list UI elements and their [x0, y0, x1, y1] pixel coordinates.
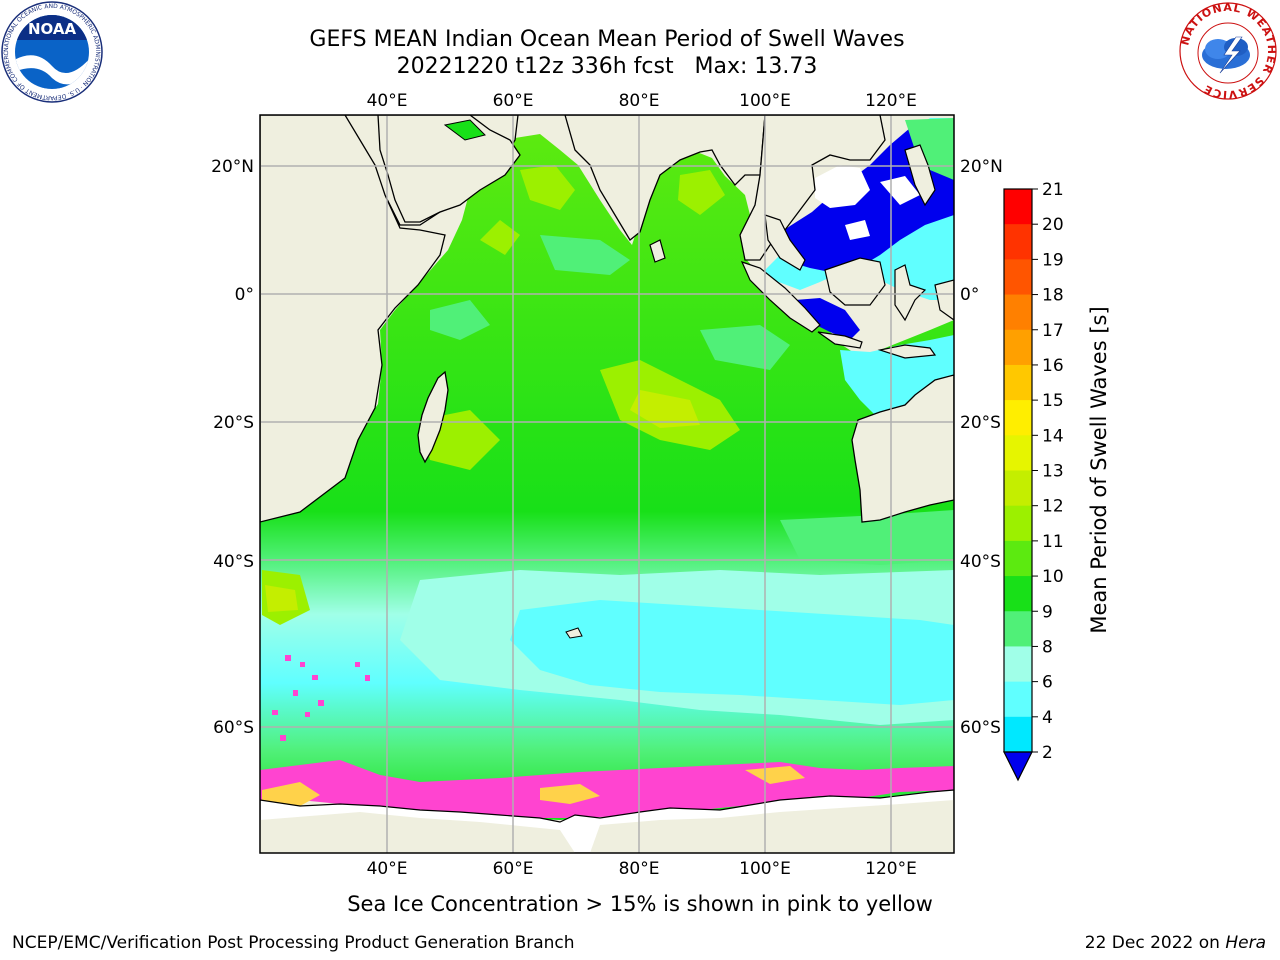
colorbar-label: 2: [1042, 743, 1053, 763]
colorbar-label: 11: [1042, 532, 1064, 552]
colorbar-band: [1004, 716, 1032, 753]
lon-tick-bottom: 100°E: [739, 859, 791, 879]
lon-tick-bottom: 40°E: [367, 859, 408, 879]
colorbar-title: Mean Period of Swell Waves [s]: [1087, 306, 1111, 633]
lon-tick-bottom: 80°E: [619, 859, 660, 879]
lat-ticks-left: 20°N 0° 20°S 40°S 60°S: [211, 157, 254, 738]
colorbar-band: [1004, 611, 1032, 647]
colorbar-label: 12: [1042, 497, 1064, 517]
noaa-logo-text: NOAA: [28, 20, 77, 38]
lat-tick-left: 60°S: [213, 718, 254, 738]
colorbar-band: [1004, 364, 1032, 401]
lat-ticks-right: 20°N 0° 20°S 40°S 60°S: [960, 157, 1003, 738]
footer-branch: NCEP/EMC/Verification Post Processing Pr…: [12, 933, 575, 953]
footer-host: Hera: [1225, 933, 1266, 953]
colorbar-label: 19: [1042, 250, 1064, 270]
colorbar-extend-arrow: [1003, 751, 1033, 782]
australia: [851, 374, 954, 523]
colorbar-label: 20: [1042, 215, 1064, 235]
map-frame: [259, 114, 955, 854]
lat-tick-left: 20°N: [211, 157, 254, 177]
colorbar-band: [1004, 646, 1032, 683]
colorbar-band: [1004, 435, 1032, 471]
lon-tick-bottom: 60°E: [493, 859, 534, 879]
lon-tick-top: 40°E: [367, 91, 408, 111]
lon-tick-top: 100°E: [739, 91, 791, 111]
lon-ticks-top: 40°E 60°E 80°E 100°E 120°E: [367, 91, 917, 111]
colorbar-label: 4: [1042, 708, 1053, 728]
lon-ticks-bottom: 40°E 60°E 80°E 100°E 120°E: [367, 859, 917, 879]
sea-ice-note: Sea Ice Concentration > 15% is shown in …: [347, 892, 933, 916]
noaa-logo: NATIONAL OCEANIC AND ATMOSPHERIC ADMINIS…: [0, 0, 103, 103]
lat-tick-right: 20°N: [960, 157, 1003, 177]
lon-tick-bottom: 120°E: [865, 859, 917, 879]
lat-tick-right: 40°S: [960, 552, 1001, 572]
lon-tick-top: 60°E: [493, 91, 534, 111]
lon-tick-top: 80°E: [619, 91, 660, 111]
lon-tick-top: 120°E: [865, 91, 917, 111]
colorbar-label: 21: [1042, 180, 1064, 200]
colorbar-label: 14: [1042, 426, 1064, 446]
colorbar-band: [1004, 294, 1032, 331]
colorbar-band: [1004, 400, 1032, 436]
footer-date-text: 22 Dec 2022 on: [1084, 933, 1226, 953]
nws-logo: NATIONAL WEATHER SERVICE: [1178, 1, 1277, 101]
colorbar-band: [1004, 259, 1032, 296]
colorbar-label: 13: [1042, 462, 1064, 482]
madagascar: [417, 370, 449, 464]
lat-tick-left: 40°S: [213, 552, 254, 572]
colorbar-band: [1004, 470, 1032, 507]
india: [564, 115, 766, 241]
colorbar-label: 8: [1042, 637, 1053, 657]
lat-tick-left: 20°S: [213, 413, 254, 433]
colorbar-label: 18: [1042, 286, 1064, 306]
colorbar-band: [1004, 576, 1032, 612]
colorbar-label: 16: [1042, 356, 1064, 376]
map-title: GEFS MEAN Indian Ocean Mean Period of Sw…: [309, 27, 905, 52]
colorbar-band: [1004, 540, 1032, 577]
lat-tick-right: 20°S: [960, 413, 1001, 433]
colorbar-band: [1004, 224, 1032, 260]
colorbar-label: 9: [1042, 602, 1053, 622]
lat-tick-right: 60°S: [960, 718, 1001, 738]
map-subtitle: 20221220 t12z 336h fcst Max: 13.73: [396, 54, 818, 79]
colorbar-band: [1004, 505, 1032, 542]
lat-tick-right: 0°: [960, 285, 979, 305]
colorbar-label: 15: [1042, 391, 1064, 411]
graticule: [260, 115, 954, 853]
colorbar-label: 10: [1042, 567, 1064, 587]
colorbar-label: 17: [1042, 321, 1064, 341]
colorbar-band: [1004, 329, 1032, 366]
colorbar-band: [1004, 681, 1032, 718]
footer-date: 22 Dec 2022 on Hera: [1085, 932, 1266, 954]
lat-tick-left: 0°: [235, 285, 254, 305]
colorbar-label: 6: [1042, 673, 1053, 693]
colorbar-band: [1004, 189, 1032, 225]
colorbar: 21 20 19 18 17 16 15 14 13 12 11 10 9 8 6 4 2: [1003, 180, 1064, 782]
